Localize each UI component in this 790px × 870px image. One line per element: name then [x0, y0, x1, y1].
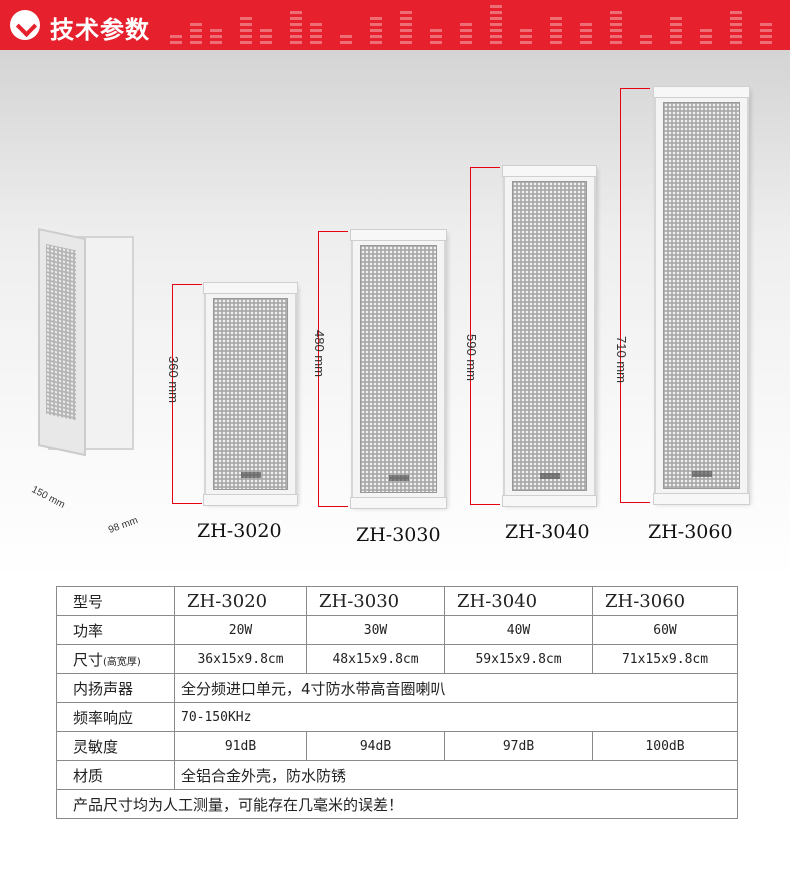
equalizer-decoration — [160, 0, 790, 50]
dimension-tick — [318, 506, 348, 507]
model-label: ZH-3030 — [356, 524, 441, 546]
height-dimension-line — [620, 88, 621, 503]
row-label: 频率响应 — [56, 702, 175, 732]
table-row: 频率响应 70-150KHz — [56, 702, 738, 732]
row-label: 材质 — [56, 760, 175, 790]
size-cell: 36x15x9.8cm — [174, 644, 307, 674]
header-banner: 技术参数 — [0, 0, 790, 50]
power-cell: 60W — [592, 615, 738, 645]
table-row: 功率 20W 30W 40W 60W — [56, 615, 738, 645]
dimension-tick — [470, 504, 500, 505]
model-label: ZH-3060 — [648, 521, 733, 543]
size-cell: 71x15x9.8cm — [592, 644, 738, 674]
dimension-tick — [318, 231, 348, 232]
power-cell: 40W — [444, 615, 593, 645]
table-row: 尺寸(高宽厚) 36x15x9.8cm 48x15x9.8cm 59x15x9.… — [56, 644, 738, 674]
power-cell: 30W — [306, 615, 445, 645]
speaker-zh-3060 — [653, 86, 750, 505]
height-label: 480 mm — [312, 330, 327, 377]
size-cell: 59x15x9.8cm — [444, 644, 593, 674]
power-cell: 20W — [174, 615, 307, 645]
row-label: 型号 — [56, 586, 175, 616]
freq-cell: 70-150KHz — [174, 702, 738, 732]
model-cell: ZH-3020 — [174, 586, 307, 616]
speaker-side-view — [38, 228, 138, 458]
table-row: 产品尺寸均为人工测量，可能存在几毫米的误差！ — [56, 789, 738, 819]
section-title: 技术参数 — [50, 16, 150, 44]
model-label: ZH-3040 — [505, 521, 590, 543]
height-label: 360 mm — [166, 356, 181, 403]
height-dimension-line — [172, 284, 173, 504]
check-circle-icon — [10, 10, 40, 40]
table-row: 材质 全铝合金外壳，防水防锈 — [56, 760, 738, 790]
size-cell: 48x15x9.8cm — [306, 644, 445, 674]
speaker-zh-3030 — [350, 229, 447, 509]
size-note: (高宽厚) — [103, 656, 141, 668]
table-row: 内扬声器 全分频进口单元，4寸防水带高音圈喇叭 — [56, 673, 738, 703]
height-label: 590 mm — [464, 334, 479, 381]
model-cell: ZH-3040 — [444, 586, 593, 616]
dimension-tick — [470, 167, 500, 168]
row-label: 尺寸(高宽厚) — [56, 644, 175, 674]
height-dimension-line — [318, 231, 319, 507]
height-label: 710 mm — [614, 336, 629, 383]
sensitivity-cell: 100dB — [592, 731, 738, 761]
speaker-grille — [46, 244, 76, 421]
height-dimension-line — [470, 167, 471, 505]
model-cell: ZH-3030 — [306, 586, 445, 616]
dimension-tick — [172, 284, 202, 285]
spec-table: 型号 ZH-3020 ZH-3030 ZH-3040 ZH-3060 功率 20… — [56, 586, 738, 819]
row-label: 灵敏度 — [56, 731, 175, 761]
table-row: 灵敏度 91dB 94dB 97dB 100dB — [56, 731, 738, 761]
dimension-tick — [172, 503, 202, 504]
sensitivity-cell: 94dB — [306, 731, 445, 761]
table-row: 型号 ZH-3020 ZH-3030 ZH-3040 ZH-3060 — [56, 586, 738, 616]
speaker-zh-3040 — [502, 165, 597, 507]
model-cell: ZH-3060 — [592, 586, 738, 616]
sensitivity-cell: 91dB — [174, 731, 307, 761]
dimension-tick — [620, 502, 650, 503]
driver-cell: 全分频进口单元，4寸防水带高音圈喇叭 — [174, 673, 738, 703]
row-label: 内扬声器 — [56, 673, 175, 703]
row-label: 功率 — [56, 615, 175, 645]
measurement-note: 产品尺寸均为人工测量，可能存在几毫米的误差！ — [56, 789, 738, 819]
dimension-tick — [620, 88, 650, 89]
sensitivity-cell: 97dB — [444, 731, 593, 761]
model-label: ZH-3020 — [197, 520, 282, 542]
material-cell: 全铝合金外壳，防水防锈 — [174, 760, 738, 790]
speaker-zh-3020 — [203, 282, 298, 506]
size-label: 尺寸 — [73, 650, 104, 669]
